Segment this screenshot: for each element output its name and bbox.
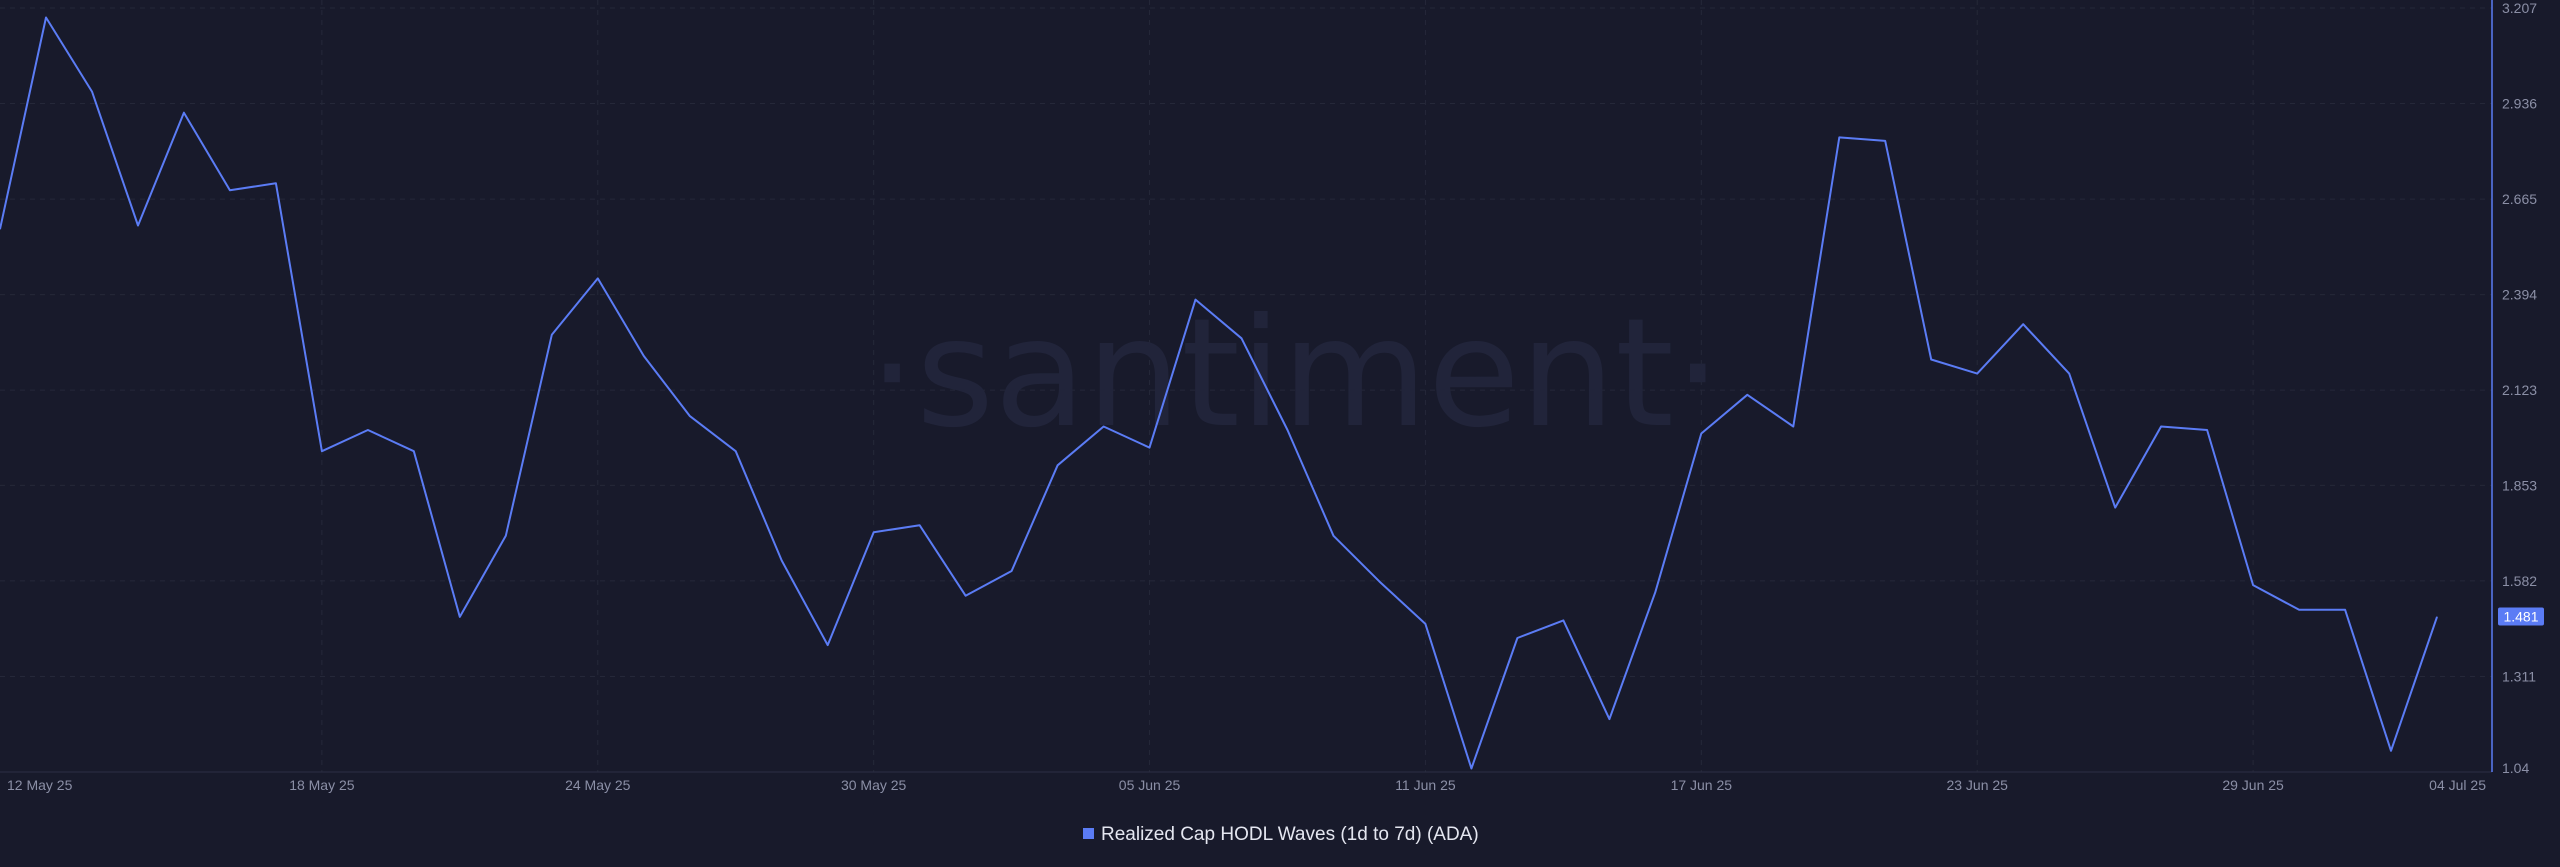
data-point <box>1562 619 1564 621</box>
data-point <box>2206 429 2208 431</box>
data-point <box>137 225 139 226</box>
data-point <box>827 644 829 646</box>
data-point <box>459 616 461 618</box>
data-point <box>1103 426 1105 427</box>
data-point <box>1608 718 1610 720</box>
x-tick-label: 05 Jun 25 <box>1119 777 1181 793</box>
data-point <box>2114 507 2116 509</box>
data-point <box>1287 429 1288 431</box>
data-point <box>183 112 185 114</box>
data-point <box>597 277 599 279</box>
y-tick-label: 1.853 <box>2502 477 2537 493</box>
data-point <box>1149 447 1150 449</box>
data-point <box>1424 623 1426 625</box>
data-point <box>643 355 645 357</box>
series-line[interactable] <box>0 16 2438 770</box>
data-point <box>919 524 921 526</box>
data-point <box>1654 591 1656 593</box>
last-value-badge-label: 1.481 <box>2503 609 2538 625</box>
data-point <box>1195 299 1196 301</box>
data-point <box>2252 584 2254 586</box>
data-point <box>2298 609 2300 611</box>
x-axis: 12 May 25 18 May 25 24 May 25 30 May 25 05 J… <box>0 771 2492 793</box>
last-value-badge-bg <box>2498 607 2544 626</box>
data-point <box>1976 373 1978 375</box>
data-point <box>735 450 737 452</box>
series-layer <box>0 16 2438 770</box>
data-point <box>367 429 369 431</box>
legend[interactable]: Realized Cap HODL Waves (1d to 7d) (ADA) <box>1083 824 1479 845</box>
data-point <box>91 91 93 93</box>
data-point <box>965 595 967 597</box>
data-point <box>275 182 277 184</box>
y-tick-label: 2.123 <box>2502 382 2537 398</box>
last-value-badge: 1.481 <box>2498 607 2544 626</box>
data-point <box>1241 337 1242 339</box>
y-tick-label: 1.04 <box>2502 760 2529 776</box>
y-tick-label: 3.207 <box>2502 0 2537 16</box>
data-point <box>229 189 231 191</box>
data-point <box>689 415 691 417</box>
data-point <box>551 334 553 336</box>
data-point <box>2068 373 2070 375</box>
data-point <box>1057 464 1059 466</box>
x-tick-label: 17 Jun 25 <box>1671 777 1733 793</box>
data-point <box>1516 637 1518 639</box>
x-tick-label: 24 May 25 <box>565 777 631 793</box>
data-point <box>0 228 1 230</box>
data-point <box>45 17 47 18</box>
data-point <box>2160 426 2162 427</box>
data-point <box>1838 136 1840 138</box>
legend-label: Realized Cap HODL Waves (1d to 7d) (ADA) <box>1101 824 1479 845</box>
x-tick-label: 29 Jun 25 <box>2222 777 2284 793</box>
data-point <box>2022 323 2024 325</box>
data-point <box>2344 609 2346 611</box>
y-tick-label: 1.582 <box>2502 573 2537 589</box>
santiment-watermark: ·santiment· <box>868 287 1721 461</box>
data-point <box>1011 570 1013 572</box>
y-tick-label: 2.936 <box>2502 96 2537 112</box>
data-point <box>781 560 783 561</box>
y-axis: 3.207 2.936 2.665 2.394 2.123 1.853 1.582 1.311… <box>2491 0 2537 776</box>
data-point <box>413 450 415 452</box>
data-point <box>1379 581 1380 583</box>
x-tick-label: 23 Jun 25 <box>1946 777 2008 793</box>
data-point <box>1333 535 1334 537</box>
data-point <box>1700 433 1702 434</box>
legend-swatch <box>1083 828 1094 839</box>
data-point <box>1746 394 1748 396</box>
y-tick-label: 2.665 <box>2502 191 2537 207</box>
data-point <box>1884 140 1886 142</box>
y-tick-label: 1.311 <box>2502 668 2536 684</box>
data-point <box>2436 616 2438 618</box>
x-tick-label: 11 Jun 25 <box>1395 777 1456 793</box>
data-point <box>1792 426 1794 427</box>
data-point <box>321 450 323 452</box>
data-point <box>2390 750 2392 752</box>
data-point <box>505 535 507 537</box>
grid-lines <box>0 0 2492 773</box>
x-tick-label: 30 May 25 <box>841 777 907 793</box>
x-tick-label: 12 May 25 <box>7 777 73 793</box>
x-tick-label: 18 May 25 <box>289 777 355 793</box>
x-tick-label: 04 Jul 25 <box>2429 777 2486 793</box>
data-point <box>1930 359 1932 360</box>
y-tick-label: 2.394 <box>2502 287 2537 303</box>
data-point <box>1470 768 1472 769</box>
data-point <box>873 531 875 533</box>
